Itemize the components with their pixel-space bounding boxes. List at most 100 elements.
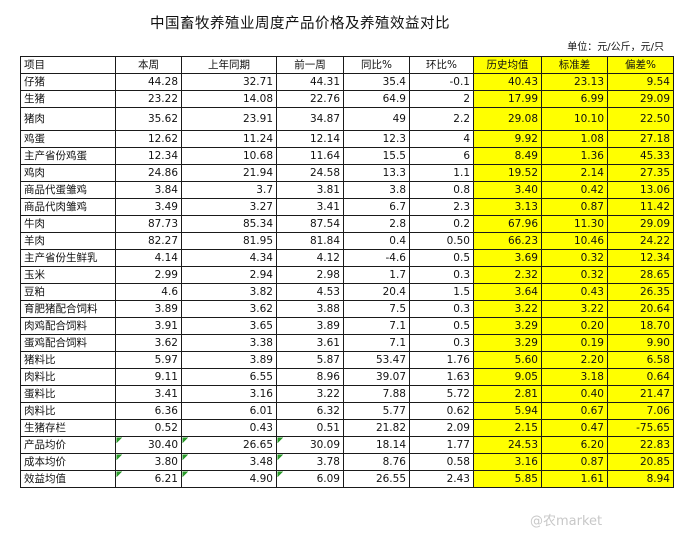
cell-item[interactable]: 猪料比 (20, 351, 116, 369)
cell-yoy-pct[interactable]: 7.88 (343, 385, 410, 403)
cell-last-year[interactable]: 3.16 (181, 385, 277, 403)
cell-last-year[interactable]: 3.62 (181, 300, 277, 318)
cell-previous-week[interactable]: 5.87 (276, 351, 344, 369)
cell-yoy-pct[interactable]: 13.3 (343, 164, 410, 182)
cell-current-week[interactable]: 82.27 (115, 232, 182, 250)
cell-yoy-pct[interactable]: 64.9 (343, 90, 410, 108)
cell-last-year[interactable]: 10.68 (181, 147, 277, 165)
cell-historical-mean[interactable]: 5.85 (473, 470, 542, 488)
cell-std-dev[interactable]: 1.08 (541, 130, 608, 148)
cell-deviation-pct[interactable]: 26.35 (607, 283, 674, 301)
cell-std-dev[interactable]: 23.13 (541, 73, 608, 91)
cell-item[interactable]: 产品均价 (20, 436, 116, 454)
cell-item[interactable]: 鸡蛋 (20, 130, 116, 148)
cell-item[interactable]: 肉鸡配合饲料 (20, 317, 116, 335)
cell-previous-week[interactable]: 6.09 (276, 470, 344, 488)
cell-mom-pct[interactable]: 0.2 (409, 215, 474, 233)
cell-last-year[interactable]: 3.82 (181, 283, 277, 301)
cell-current-week[interactable]: 23.22 (115, 90, 182, 108)
cell-deviation-pct[interactable]: 29.09 (607, 215, 674, 233)
cell-item[interactable]: 商品代肉雏鸡 (20, 198, 116, 216)
cell-previous-week[interactable]: 8.96 (276, 368, 344, 386)
cell-item[interactable]: 生猪存栏 (20, 419, 116, 437)
cell-previous-week[interactable]: 22.76 (276, 90, 344, 108)
cell-current-week[interactable]: 4.6 (115, 283, 182, 301)
cell-yoy-pct[interactable]: 15.5 (343, 147, 410, 165)
column-header-deviation-pct[interactable]: 偏差% (607, 56, 674, 74)
cell-historical-mean[interactable]: 40.43 (473, 73, 542, 91)
cell-deviation-pct[interactable]: 20.85 (607, 453, 674, 471)
cell-deviation-pct[interactable]: 18.70 (607, 317, 674, 335)
cell-current-week[interactable]: 44.28 (115, 73, 182, 91)
cell-std-dev[interactable]: 6.99 (541, 90, 608, 108)
cell-mom-pct[interactable]: 2.43 (409, 470, 474, 488)
column-header-last-year[interactable]: 上年同期 (181, 56, 277, 74)
cell-deviation-pct[interactable]: 27.18 (607, 130, 674, 148)
cell-last-year[interactable]: 3.89 (181, 351, 277, 369)
cell-mom-pct[interactable]: 2.2 (409, 107, 474, 131)
column-header-previous-week[interactable]: 前一周 (276, 56, 344, 74)
cell-deviation-pct[interactable]: 45.33 (607, 147, 674, 165)
cell-mom-pct[interactable]: 0.58 (409, 453, 474, 471)
cell-previous-week[interactable]: 30.09 (276, 436, 344, 454)
cell-std-dev[interactable]: 0.19 (541, 334, 608, 352)
cell-current-week[interactable]: 30.40 (115, 436, 182, 454)
cell-item[interactable]: 鸡肉 (20, 164, 116, 182)
cell-previous-week[interactable]: 4.53 (276, 283, 344, 301)
cell-last-year[interactable]: 6.01 (181, 402, 277, 420)
cell-yoy-pct[interactable]: 49 (343, 107, 410, 131)
cell-current-week[interactable]: 5.97 (115, 351, 182, 369)
cell-current-week[interactable]: 2.99 (115, 266, 182, 284)
cell-mom-pct[interactable]: 0.62 (409, 402, 474, 420)
cell-mom-pct[interactable]: 1.5 (409, 283, 474, 301)
cell-mom-pct[interactable]: 1.77 (409, 436, 474, 454)
cell-historical-mean[interactable]: 2.32 (473, 266, 542, 284)
cell-mom-pct[interactable]: 0.50 (409, 232, 474, 250)
cell-last-year[interactable]: 2.94 (181, 266, 277, 284)
cell-item[interactable]: 蛋鸡配合饲料 (20, 334, 116, 352)
cell-yoy-pct[interactable]: 3.8 (343, 181, 410, 199)
cell-historical-mean[interactable]: 3.29 (473, 334, 542, 352)
cell-mom-pct[interactable]: 0.3 (409, 266, 474, 284)
cell-deviation-pct[interactable]: 13.06 (607, 181, 674, 199)
cell-previous-week[interactable]: 44.31 (276, 73, 344, 91)
cell-deviation-pct[interactable]: 12.34 (607, 249, 674, 267)
cell-item[interactable]: 牛肉 (20, 215, 116, 233)
cell-deviation-pct[interactable]: 27.35 (607, 164, 674, 182)
cell-std-dev[interactable]: 0.40 (541, 385, 608, 403)
cell-std-dev[interactable]: 0.42 (541, 181, 608, 199)
cell-last-year[interactable]: 81.95 (181, 232, 277, 250)
cell-deviation-pct[interactable]: 11.42 (607, 198, 674, 216)
cell-mom-pct[interactable]: 0.5 (409, 249, 474, 267)
cell-item[interactable]: 羊肉 (20, 232, 116, 250)
cell-historical-mean[interactable]: 3.22 (473, 300, 542, 318)
cell-std-dev[interactable]: 0.32 (541, 249, 608, 267)
cell-previous-week[interactable]: 0.51 (276, 419, 344, 437)
cell-deviation-pct[interactable]: 24.22 (607, 232, 674, 250)
cell-historical-mean[interactable]: 8.49 (473, 147, 542, 165)
cell-current-week[interactable]: 35.62 (115, 107, 182, 131)
cell-deviation-pct[interactable]: -75.65 (607, 419, 674, 437)
cell-historical-mean[interactable]: 3.69 (473, 249, 542, 267)
cell-previous-week[interactable]: 11.64 (276, 147, 344, 165)
cell-last-year[interactable]: 6.55 (181, 368, 277, 386)
cell-std-dev[interactable]: 0.32 (541, 266, 608, 284)
cell-yoy-pct[interactable]: 7.5 (343, 300, 410, 318)
cell-yoy-pct[interactable]: 6.7 (343, 198, 410, 216)
cell-historical-mean[interactable]: 3.40 (473, 181, 542, 199)
cell-historical-mean[interactable]: 2.15 (473, 419, 542, 437)
cell-std-dev[interactable]: 0.67 (541, 402, 608, 420)
cell-previous-week[interactable]: 2.98 (276, 266, 344, 284)
cell-historical-mean[interactable]: 66.23 (473, 232, 542, 250)
cell-current-week[interactable]: 3.41 (115, 385, 182, 403)
cell-std-dev[interactable]: 2.20 (541, 351, 608, 369)
column-header-item[interactable]: 项目 (20, 56, 116, 74)
cell-last-year[interactable]: 26.65 (181, 436, 277, 454)
cell-mom-pct[interactable]: 4 (409, 130, 474, 148)
cell-current-week[interactable]: 6.21 (115, 470, 182, 488)
cell-yoy-pct[interactable]: 7.1 (343, 334, 410, 352)
cell-item[interactable]: 肉料比 (20, 368, 116, 386)
cell-last-year[interactable]: 21.94 (181, 164, 277, 182)
cell-historical-mean[interactable]: 29.08 (473, 107, 542, 131)
cell-historical-mean[interactable]: 19.52 (473, 164, 542, 182)
